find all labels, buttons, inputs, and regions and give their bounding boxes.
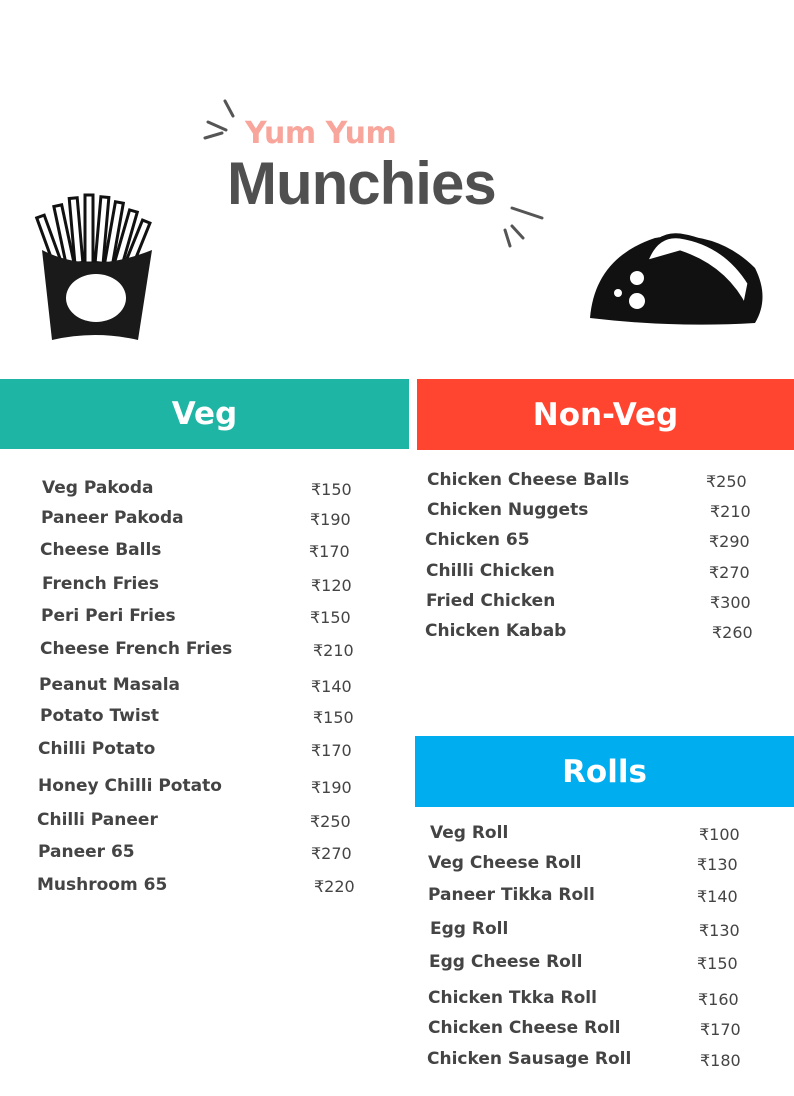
item-price: ₹290 (709, 532, 750, 551)
item-price: ₹270 (709, 563, 750, 582)
item-name: Honey Chilli Potato (38, 776, 222, 796)
item-name: Mushroom 65 (37, 875, 168, 895)
item-name: Chilli Chicken (426, 561, 555, 581)
item-name: Paneer Tikka Roll (428, 885, 595, 905)
item-price: ₹190 (310, 510, 351, 529)
item-name: Chilli Potato (38, 739, 156, 759)
item-price: ₹180 (700, 1051, 741, 1070)
item-name: Veg Roll (430, 823, 509, 843)
item-price: ₹210 (710, 502, 751, 521)
item-name: Peri Peri Fries (41, 606, 176, 626)
item-name: Veg Cheese Roll (428, 853, 582, 873)
item-price: ₹140 (697, 887, 738, 906)
item-price: ₹260 (712, 623, 753, 642)
item-price: ₹130 (697, 855, 738, 874)
item-name: Egg Cheese Roll (429, 952, 583, 972)
item-name: Chicken Kabab (425, 621, 567, 641)
title-munchies: Munchies (227, 150, 497, 217)
item-name: Veg Pakoda (42, 478, 154, 498)
item-price: ₹160 (698, 990, 739, 1009)
sparkle-lines-icon (203, 99, 544, 248)
item-price: ₹170 (309, 542, 350, 561)
item-name: Chicken Cheese Roll (428, 1018, 621, 1038)
item-price: ₹270 (311, 844, 352, 863)
item-name: Peanut Masala (39, 675, 180, 695)
item-price: ₹170 (311, 741, 352, 760)
item-price: ₹220 (314, 877, 355, 896)
item-price: ₹150 (311, 480, 352, 499)
rolls-section-header: Rolls (415, 736, 794, 807)
item-price: ₹100 (699, 825, 740, 844)
veg-section-header: Veg (0, 379, 409, 449)
item-price: ₹120 (311, 576, 352, 595)
item-price: ₹150 (697, 954, 738, 973)
item-name: Cheese Balls (40, 540, 162, 560)
item-price: ₹250 (706, 472, 747, 491)
item-name: Egg Roll (430, 919, 509, 939)
item-name: Cheese French Fries (40, 639, 233, 659)
item-name: Fried Chicken (426, 591, 556, 611)
item-name: Chicken 65 (425, 530, 530, 550)
item-price: ₹210 (313, 641, 354, 660)
nonveg-section-header: Non-Veg (417, 379, 794, 450)
item-name: Paneer Pakoda (41, 508, 184, 528)
taco-icon (590, 233, 763, 325)
item-name: Chicken Cheese Balls (427, 470, 630, 490)
item-price: ₹250 (310, 812, 351, 831)
item-name: Chicken Nuggets (427, 500, 589, 520)
item-name: Paneer 65 (38, 842, 135, 862)
french-fries-icon (34, 193, 152, 340)
item-price: ₹150 (310, 608, 351, 627)
item-name: French Fries (42, 574, 160, 594)
item-name: Chilli Paneer (37, 810, 158, 830)
item-name: Potato Twist (40, 706, 159, 726)
item-name: Chicken Sausage Roll (427, 1049, 632, 1069)
item-price: ₹170 (700, 1020, 741, 1039)
item-name: Chicken Tkka Roll (428, 988, 597, 1008)
item-price: ₹130 (699, 921, 740, 940)
title-yum-yum: Yum Yum (245, 116, 397, 151)
item-price: ₹140 (311, 677, 352, 696)
item-price: ₹190 (311, 778, 352, 797)
item-price: ₹150 (313, 708, 354, 727)
item-price: ₹300 (710, 593, 751, 612)
